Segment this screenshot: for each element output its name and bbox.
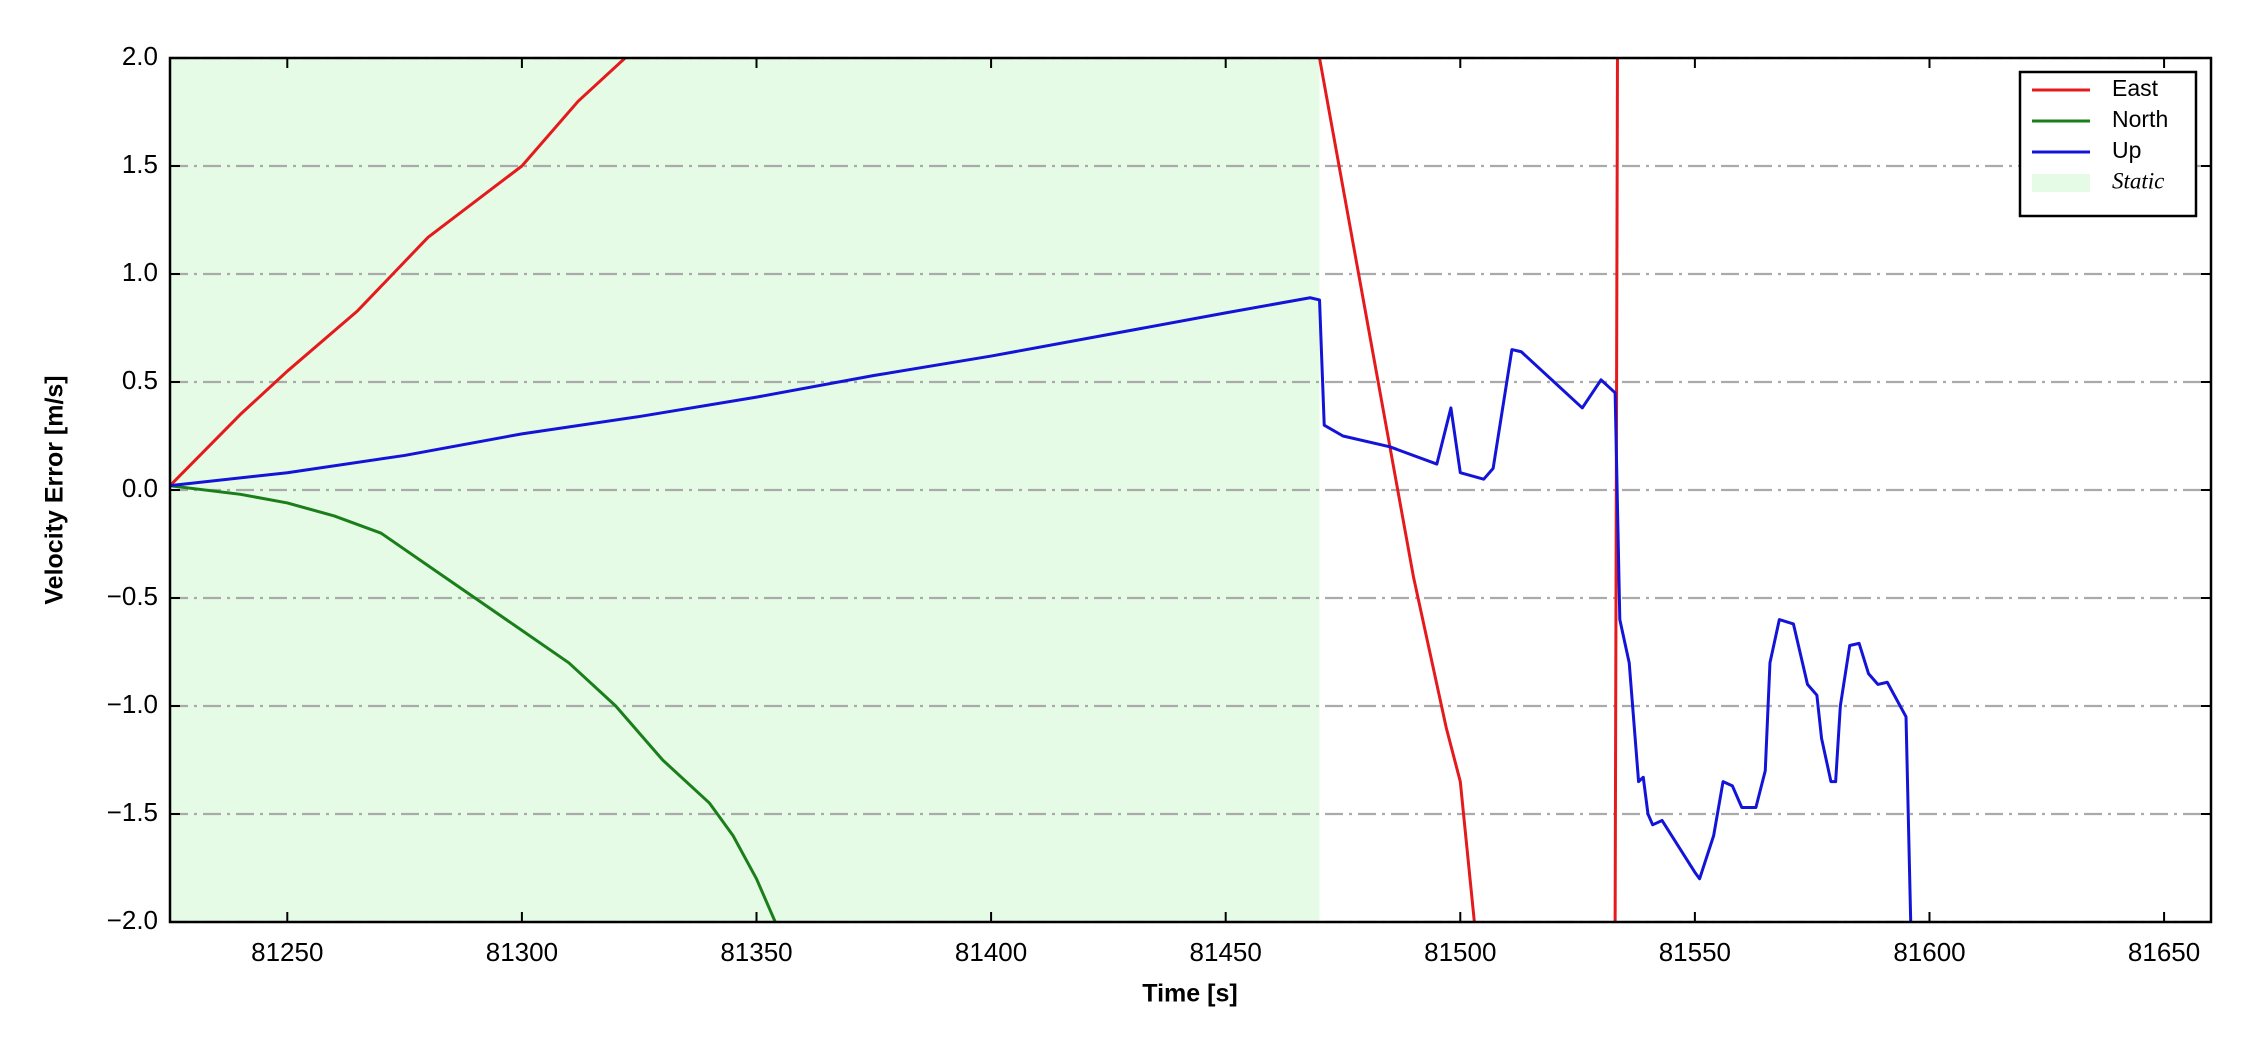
y-tick-label: 1.0	[122, 257, 158, 287]
y-tick-label: 0.0	[122, 473, 158, 503]
y-tick-label: 0.5	[122, 365, 158, 395]
legend-label: North	[2112, 106, 2168, 132]
x-tick-label: 81550	[1659, 937, 1731, 967]
y-tick-label: 1.5	[122, 149, 158, 179]
series-line	[170, 484, 777, 922]
x-tick-label: 81500	[1424, 937, 1496, 967]
legend-label: Up	[2112, 137, 2141, 163]
legend-label: Static	[2112, 168, 2164, 193]
y-tick-label: −2.0	[107, 905, 158, 935]
x-axis-title: Time [s]	[1142, 980, 1237, 1008]
y-tick-label: −0.5	[107, 581, 158, 611]
x-tick-label: 81450	[1190, 937, 1262, 967]
ticks: −2.0 −1.5 −1.0 −0.5 0.0 0.5 1.0 1.5 2.0 81250 8130…	[107, 41, 2211, 967]
y-tick-label: −1.0	[107, 689, 158, 719]
legend-swatch	[2032, 174, 2090, 192]
x-tick-label: 81650	[2128, 937, 2200, 967]
x-tick-label: 81250	[251, 937, 323, 967]
legend-box	[2018, 70, 2198, 218]
x-tick-label: 81400	[955, 937, 1027, 967]
legend: East North Up Static	[2018, 70, 2198, 218]
y-tick-label: 2.0	[122, 41, 158, 71]
x-tick-label: 81600	[1893, 937, 1965, 967]
series-line	[170, 296, 1913, 922]
y-tick-label: −1.5	[107, 797, 158, 827]
x-tick-label: 81350	[720, 937, 792, 967]
x-tick-label: 81300	[486, 937, 558, 967]
y-axis-title: Velocity Error [m/s]	[41, 375, 69, 604]
lines	[170, 58, 1913, 922]
legend-label: East	[2112, 75, 2159, 101]
